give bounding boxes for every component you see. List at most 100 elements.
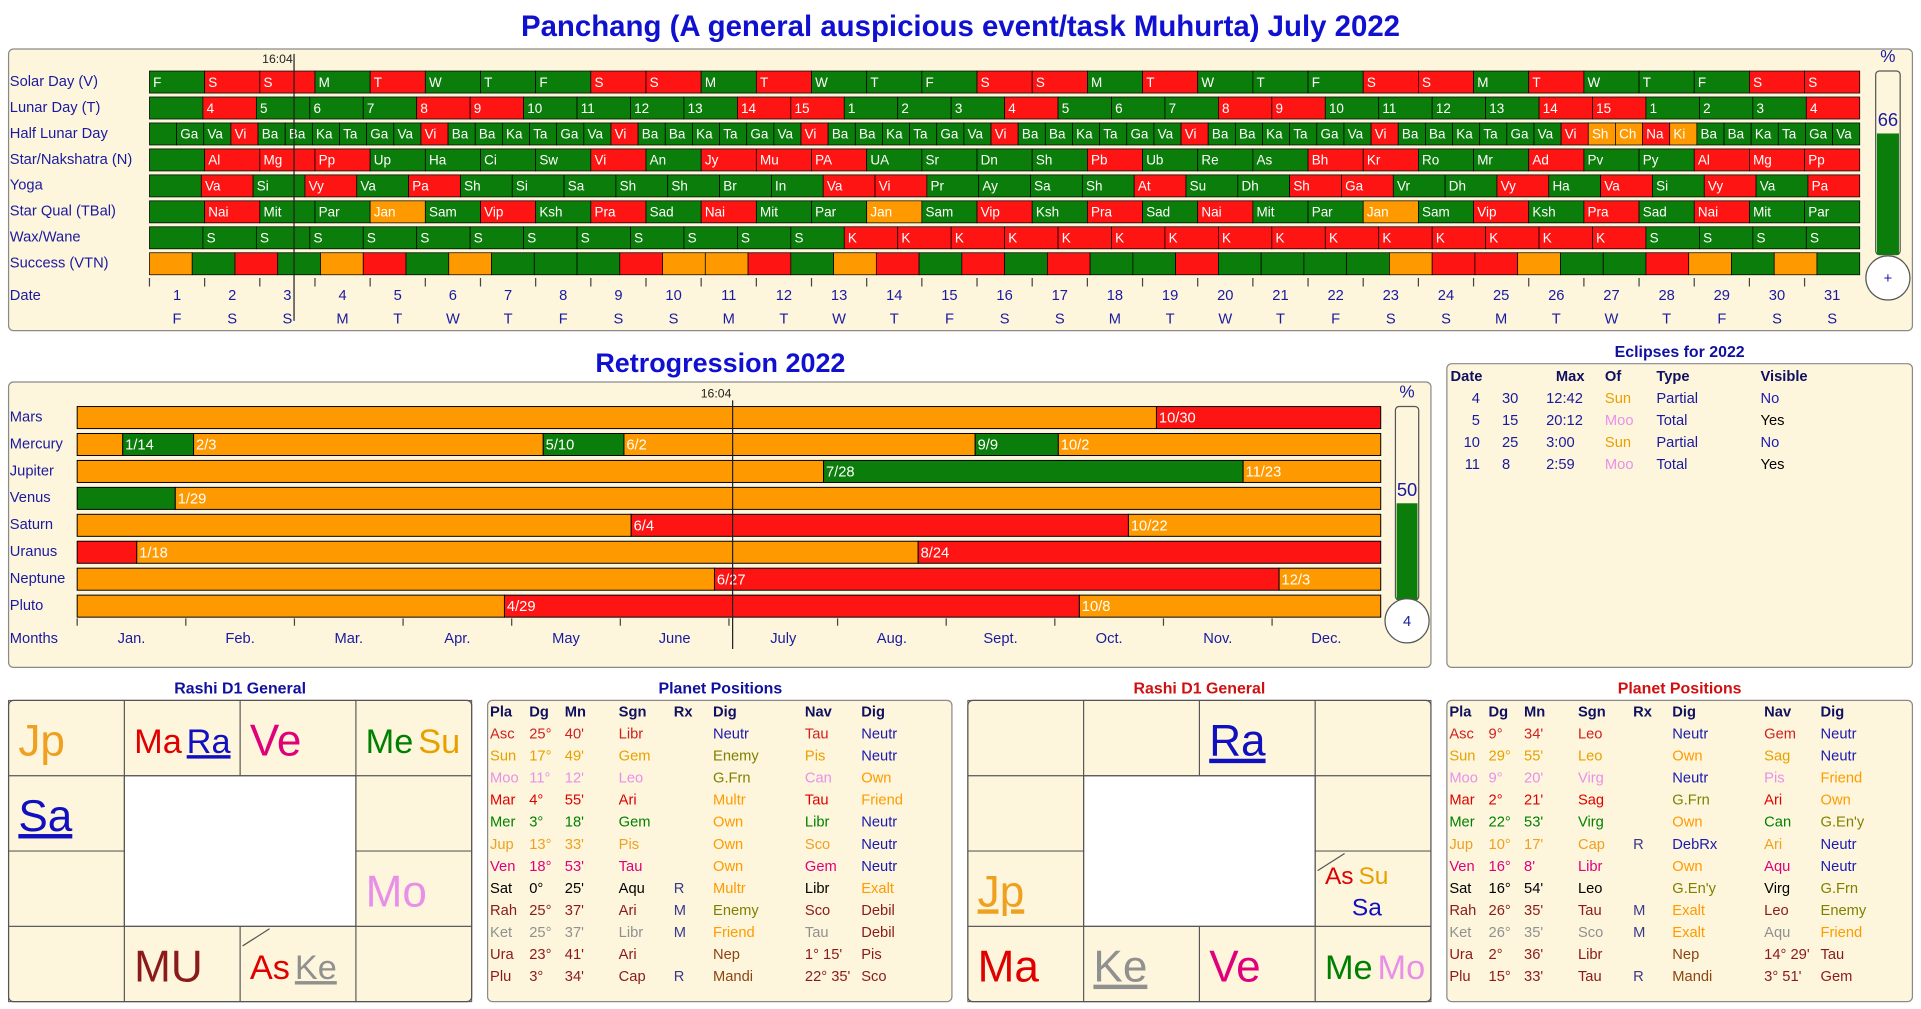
retro-segment [1278,567,1382,591]
cell-label: Ba [1239,127,1256,142]
row-label: Saturn [10,517,53,533]
table-cell: Tau [1578,903,1602,919]
cell-label: W [429,75,442,90]
table-cell: Gem [619,815,651,831]
date-label: 3 [283,288,291,304]
cell-label: Va [207,127,223,142]
table-cell: Ket [490,925,512,941]
table-cell: M [1633,903,1645,919]
cell-label: Pb [1091,153,1107,168]
date-label: 20 [1217,288,1233,304]
row-label: Half Lunar Day [10,126,109,142]
table-cell: Leo [1764,903,1789,919]
gauge-fill [1876,133,1899,255]
table-cell: 25 [1502,435,1518,451]
cell-label: 2 [1703,101,1711,116]
planet-glyph: Ra [1209,717,1266,766]
planet-glyph: MU [134,943,203,992]
table-cell: 4° [529,793,543,809]
cell [149,200,206,224]
table-cell: Mer [1449,815,1474,831]
table-cell: 0° [529,881,543,897]
table-cell: Moo [1605,413,1634,429]
date-label: 4 [338,288,346,304]
table-cell: Pis [619,837,639,853]
retro-segment [136,540,919,564]
table-cell: 23° [529,947,551,963]
cell-label: S [1367,75,1376,90]
cell-label: K [1222,231,1231,246]
cell-label: Ta [913,127,928,142]
cell-label: Va [1604,179,1620,194]
cell-label: Vi [615,127,627,142]
cell-label: M [705,75,716,90]
table-cell: Moo [490,771,519,787]
weekday-label: W [1605,311,1619,327]
cell-label: Ub [1146,153,1163,168]
cell [362,252,407,276]
cell-label: T [1643,75,1651,90]
cell [875,252,920,276]
table-cell: Aqu [1764,925,1790,941]
cell-label: Par [815,205,836,220]
month-label: Jan. [118,631,146,647]
cell-label: Ba [1022,127,1039,142]
planet-glyph: Ma [978,943,1040,992]
dial-label: 4 [1403,614,1411,630]
table-cell: 16° [1489,859,1511,875]
cell-label: 15 [1596,101,1611,116]
cell-label: Bh [1312,153,1328,168]
planet-glyph: Jp [978,867,1025,916]
table-header: Rx [1633,705,1653,721]
month-label: Sept. [983,631,1017,647]
weekday-label: M [723,311,735,327]
cell [277,252,321,276]
cell-label: Vi [425,127,437,142]
weekday-label: T [1552,311,1561,327]
cell-label: Mg [263,153,282,168]
table-header: Dig [1821,705,1845,721]
cell-label: Va [778,127,794,142]
weekday-label: S [1000,311,1010,327]
cell-label: Ka [1076,127,1093,142]
table-cell: G.En'y [1821,815,1865,831]
cell-label: Par [319,205,340,220]
cell-label: T [484,75,492,90]
cell-label: T [1257,75,1265,90]
cell-label: 4 [207,101,215,116]
cell-label: K [848,231,857,246]
table-cell: Moo [1449,771,1478,787]
table-cell: Own [713,859,743,875]
month-label: Aug. [877,631,907,647]
table-cell: 40' [565,727,584,743]
retro-segment [76,594,505,618]
cell-label: S [1810,231,1819,246]
table-cell: 3:00 [1546,435,1575,451]
cell-label: In [775,179,786,194]
table-cell: Total [1656,457,1687,473]
cell-label: 6 [313,101,321,116]
cell [790,252,834,276]
cell-label: S [1650,231,1659,246]
cell-label: 14 [1543,101,1558,116]
planet-glyph: Me [366,723,414,761]
cell-label: Sw [539,153,558,168]
positions-panel [486,699,953,1003]
cell-label: Va [968,127,984,142]
cell [320,252,364,276]
table-cell: Own [1672,749,1702,765]
retro-segment [623,432,976,457]
cell-label: Vr [1397,179,1410,194]
cell-label: At [1138,179,1151,194]
table-cell: Sat [1449,881,1471,897]
cell-label: Ka [506,127,523,142]
table-header: Max [1556,369,1585,385]
cell-label: Vi [1565,127,1577,142]
table-cell: 37' [565,903,584,919]
date-label: 18 [1107,288,1123,304]
retro-segment [713,567,1280,591]
cell-label: Si [516,179,528,194]
cell-label: Va [205,179,221,194]
table-cell: 35' [1524,903,1543,919]
planet-glyph: Ke [1093,943,1147,992]
